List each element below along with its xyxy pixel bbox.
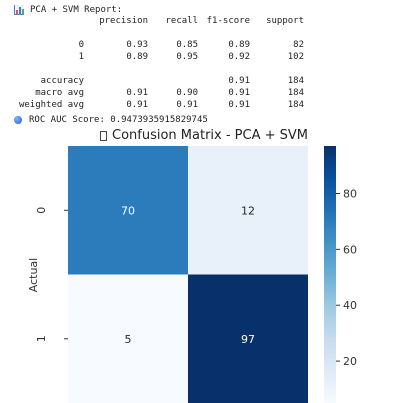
colorbar-tick-label: 40 <box>343 299 357 312</box>
header-precision: precision <box>99 16 148 26</box>
row-f1: 0.92 <box>228 52 250 62</box>
row-precision: 0.93 <box>126 40 148 50</box>
cell-value-label: 12 <box>241 204 255 217</box>
y-axis-title: Actual <box>27 258 40 292</box>
bar-chart-icon <box>14 5 24 15</box>
colorbar <box>324 146 336 403</box>
row-precision: 0.91 <box>126 100 148 110</box>
report-table: precision recall f1-score support 0 0.93… <box>8 15 304 111</box>
report-title-text: PCA + SVM Report: <box>30 5 123 15</box>
row-support: 184 <box>287 88 304 98</box>
header-recall: recall <box>165 16 198 26</box>
heatmap-cell <box>68 274 188 403</box>
y-tick-label: 1 <box>35 335 48 342</box>
heatmap-cell <box>68 146 188 275</box>
report-row: 1 0.89 0.95 0.92 102 <box>8 51 304 63</box>
row-recall: 0.91 <box>176 100 198 110</box>
row-f1: 0.91 <box>228 76 250 86</box>
row-f1: 0.91 <box>228 100 250 110</box>
row-precision: 0.91 <box>126 88 148 98</box>
report-row: accuracy 0.91 184 <box>8 75 304 87</box>
y-tick-label: 0 <box>35 207 48 214</box>
report-title: PCA + SVM Report: <box>14 4 122 16</box>
cell-value-label: 5 <box>125 333 132 346</box>
header-support: support <box>266 16 304 26</box>
row-label: accuracy <box>40 76 84 86</box>
heatmap-cell <box>188 274 308 403</box>
row-recall: 0.95 <box>176 52 198 62</box>
cell-value-label: 70 <box>121 204 135 217</box>
roc-auc-line: ROC AUC Score: 0.9473935915829745 <box>14 115 208 125</box>
roc-auc-text: ROC AUC Score: 0.9473935915829745 <box>29 115 208 125</box>
report-row: 0 0.93 0.85 0.89 82 <box>8 39 304 51</box>
heatmap-cell <box>188 146 308 275</box>
row-support: 184 <box>287 76 304 86</box>
row-label: 0 <box>78 40 84 50</box>
report-header-row: precision recall f1-score support <box>8 15 304 27</box>
row-recall: 0.90 <box>176 88 198 98</box>
row-label: macro avg <box>35 88 84 98</box>
blue-circle-icon <box>14 116 22 124</box>
colorbar-tick-label: 20 <box>343 355 357 368</box>
row-precision: 0.89 <box>126 52 148 62</box>
colorbar-tick-label: 60 <box>343 243 357 256</box>
chart-title-text: Confusion Matrix - PCA + SVM <box>112 128 309 143</box>
row-support: 82 <box>293 40 304 50</box>
row-recall: 0.85 <box>176 40 198 50</box>
row-f1: 0.89 <box>228 40 250 50</box>
row-f1: 0.91 <box>228 88 250 98</box>
chart-title: Confusion Matrix - PCA + SVM <box>100 128 308 143</box>
row-label: weighted avg <box>18 100 84 110</box>
cell-value-label: 97 <box>241 333 255 346</box>
colorbar-tick-label: 80 <box>343 187 357 200</box>
row-label: 1 <box>78 52 84 62</box>
report-row: weighted avg 0.91 0.91 0.91 184 <box>8 99 304 111</box>
missing-glyph-icon <box>100 130 107 141</box>
row-support: 184 <box>287 100 304 110</box>
report-row: macro avg 0.91 0.90 0.91 184 <box>8 87 304 99</box>
row-support: 102 <box>287 52 304 62</box>
header-f1: f1-score <box>206 16 250 26</box>
